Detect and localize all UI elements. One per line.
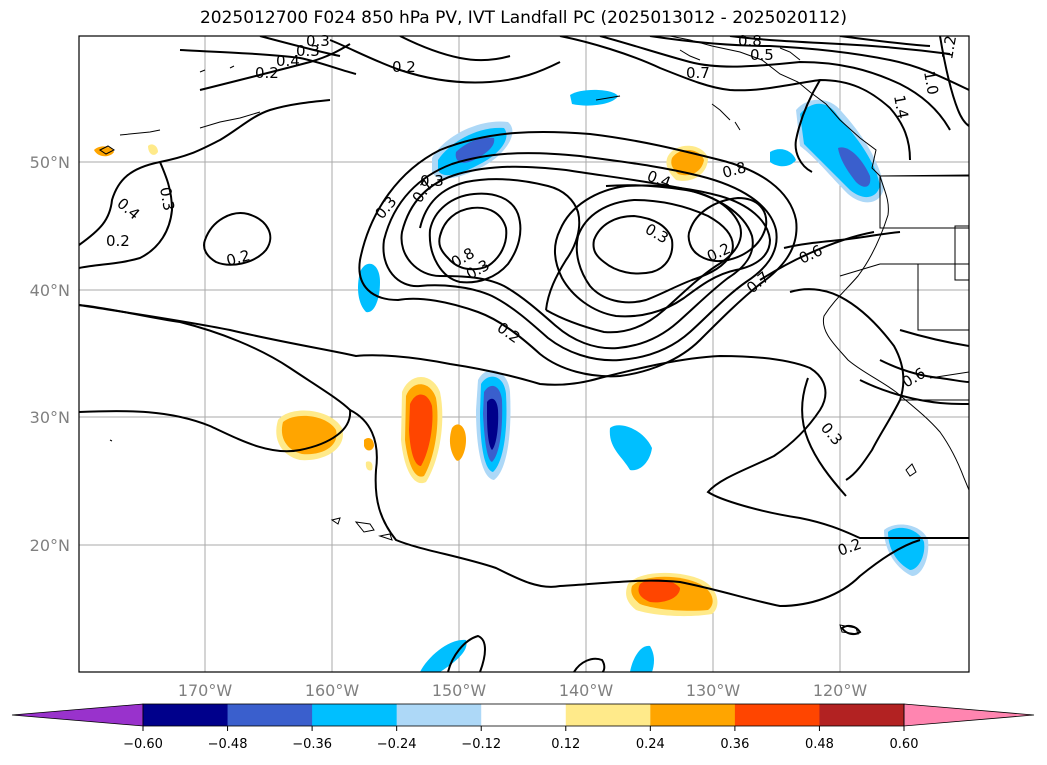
- colorbar-outline: [142, 703, 905, 727]
- positive-anomaly: [449, 424, 466, 461]
- negative-anomaly: [455, 137, 495, 163]
- colorbar-segment: [481, 704, 567, 726]
- colorbar-segment: [312, 704, 398, 726]
- shaded-field: [94, 89, 929, 672]
- positive-anomaly: [409, 394, 433, 466]
- colorbar-tick-label: −0.24: [377, 737, 417, 752]
- contour-label: 0.2: [255, 64, 279, 82]
- positive-anomaly: [94, 146, 114, 157]
- longitude-labels: 170°W 160°W 150°W 140°W 130°W 120°W: [178, 681, 868, 700]
- colorbar-tick-label: 0.48: [805, 737, 834, 752]
- colorbar-segment: [819, 704, 905, 726]
- colorbar-tick-label: 0.60: [890, 737, 919, 752]
- latitude-labels: 50°N 40°N 30°N 20°N: [30, 153, 70, 555]
- contour-label: 0.3: [156, 186, 178, 213]
- contour-label: 1.4: [890, 94, 912, 121]
- map-title: 2025012700 F024 850 hPa PV, IVT Landfall…: [199, 8, 847, 28]
- negative-anomaly: [570, 89, 618, 106]
- contour-label: 0.7: [686, 64, 710, 82]
- positive-anomaly: [638, 579, 680, 603]
- lon-label: 140°W: [559, 681, 614, 700]
- colorbar-segment: [734, 704, 820, 726]
- negative-anomaly: [838, 147, 871, 187]
- positive-anomaly: [281, 415, 337, 455]
- contour-label: 0.2: [224, 246, 252, 270]
- contour-label: 0.3: [306, 32, 330, 50]
- coastlines: [99, 36, 969, 635]
- lon-label: 130°W: [686, 681, 741, 700]
- positive-anomaly: [671, 149, 704, 176]
- contour-label: 0.3: [296, 42, 320, 60]
- colorbar: −0.60 −0.48 −0.36 −0.24 −0.12 0.12 0.24 0.36 0.4…: [11, 703, 1035, 752]
- colorbar-tick-label: −0.60: [123, 737, 163, 752]
- lon-label: 150°W: [432, 681, 487, 700]
- contour-label: 0.2: [106, 232, 130, 250]
- colorbar-tick-label: −0.48: [208, 737, 248, 752]
- positive-anomaly: [364, 438, 374, 451]
- lon-label: 170°W: [178, 681, 233, 700]
- contour-label: 0.8: [738, 32, 762, 50]
- positive-anomaly: [148, 144, 158, 155]
- colorbar-segment: [143, 704, 229, 726]
- negative-anomaly: [358, 263, 380, 313]
- lat-label: 40°N: [30, 281, 70, 300]
- map-frame: [78, 35, 970, 673]
- colorbar-tick-label: 0.12: [551, 737, 580, 752]
- colorbar-extend-high: [903, 703, 1035, 727]
- colorbar-segment: [227, 704, 313, 726]
- lat-label: 20°N: [30, 536, 70, 555]
- contour-label: 0.8: [720, 158, 748, 182]
- negative-anomaly: [630, 645, 654, 672]
- colorbar-tick-label: −0.12: [461, 737, 501, 752]
- contour-label: 1.0: [920, 70, 942, 97]
- contour-label: 0.4: [276, 52, 300, 70]
- colorbar-segment: [650, 704, 736, 726]
- negative-anomaly: [420, 639, 467, 672]
- colorbar-segment: [565, 704, 651, 726]
- contour-label: 1.2: [938, 34, 960, 61]
- colorbar-tick-label: −0.36: [292, 737, 332, 752]
- lon-label: 160°W: [305, 681, 360, 700]
- positive-anomaly: [365, 461, 373, 471]
- lat-label: 50°N: [30, 153, 70, 172]
- colorbar-segment: [396, 704, 482, 726]
- negative-anomaly: [487, 398, 499, 450]
- negative-anomaly: [609, 425, 652, 471]
- colorbar-tick-label: 0.24: [636, 737, 665, 752]
- contour-label: 0.2: [392, 58, 416, 76]
- contour-label: 0.5: [750, 46, 774, 64]
- lat-label: 30°N: [30, 408, 70, 427]
- colorbar-extend-low: [11, 703, 144, 727]
- colorbar-tick-label: 0.36: [720, 737, 749, 752]
- negative-anomaly: [770, 149, 796, 167]
- contour-label: 0.3: [420, 172, 444, 190]
- lon-label: 120°W: [813, 681, 868, 700]
- pv-contours: [79, 36, 969, 672]
